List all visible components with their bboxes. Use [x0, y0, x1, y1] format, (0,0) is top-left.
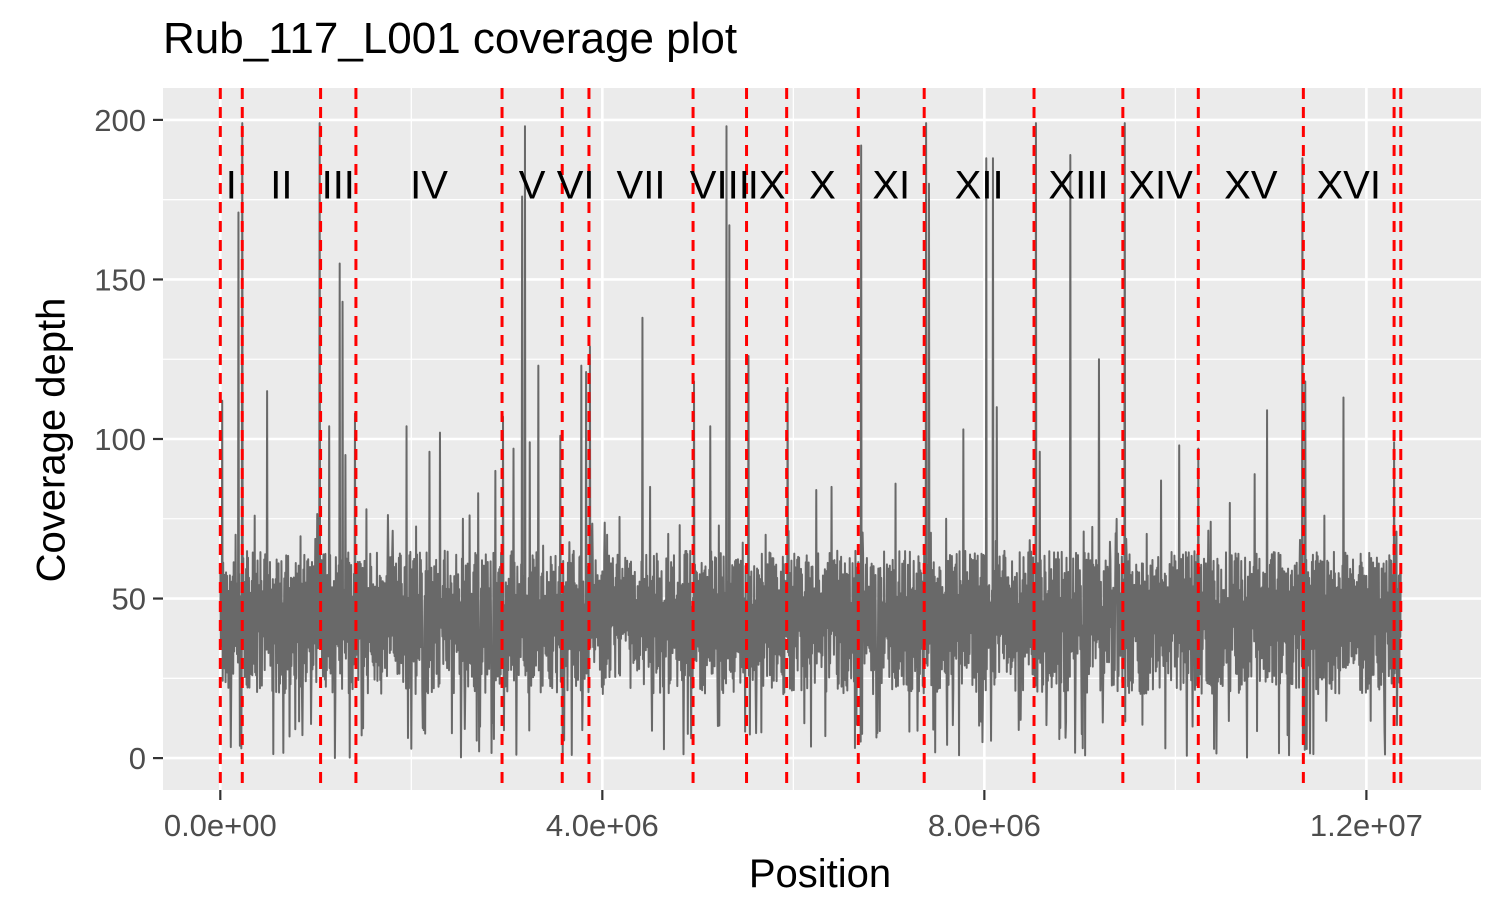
chromosome-label: XVI — [1316, 164, 1380, 208]
chromosome-label: V — [519, 164, 546, 208]
chromosome-label: XIV — [1128, 164, 1193, 208]
chromosome-label: XIII — [1048, 164, 1108, 208]
chromosome-label: XI — [872, 164, 910, 208]
chromosome-label: XV — [1224, 164, 1278, 208]
chromosome-label: IV — [410, 164, 448, 208]
y-axis-ticks: 0 50 100 150 200 — [94, 103, 163, 776]
chromosome-label: VII — [617, 164, 666, 208]
y-tick-label: 100 — [94, 422, 146, 457]
y-tick-label: 0 — [129, 741, 146, 776]
y-tick-label: 200 — [94, 103, 146, 138]
y-tick-label: 50 — [112, 582, 146, 617]
chromosome-label: IX — [748, 164, 786, 208]
chromosome-label: I — [226, 164, 237, 208]
x-tick-label: 0.0e+00 — [164, 808, 277, 843]
chromosome-label: III — [322, 164, 355, 208]
chromosome-label: VI — [557, 164, 595, 208]
x-tick-label: 8.0e+06 — [928, 808, 1041, 843]
y-axis-label: Coverage depth — [29, 297, 74, 583]
x-axis-ticks: 0.0e+00 4.0e+06 8.0e+06 1.2e+07 — [164, 790, 1423, 843]
x-tick-label: 4.0e+06 — [546, 808, 659, 843]
chromosome-label: VIII — [690, 164, 750, 208]
chromosome-label: II — [270, 164, 292, 208]
x-tick-label: 1.2e+07 — [1310, 808, 1423, 843]
y-tick-label: 150 — [94, 262, 146, 297]
chromosome-label: XII — [955, 164, 1004, 208]
chromosome-boundary-lines — [218, 88, 1403, 790]
x-axis-label: Position — [748, 852, 892, 896]
chart-title: Rub_117_L001 coverage plot — [163, 14, 738, 63]
chromosome-label: X — [809, 164, 836, 208]
coverage-series-line — [219, 122, 1402, 760]
